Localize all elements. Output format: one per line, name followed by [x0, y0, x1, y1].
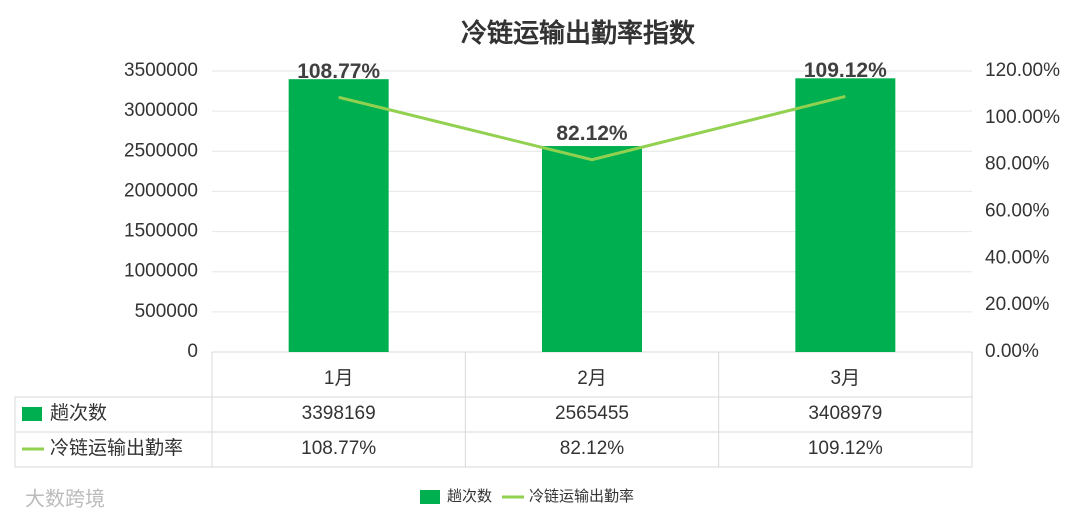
table-cell: 2565455	[555, 403, 629, 424]
y-tick-label: 2000000	[124, 180, 198, 201]
y2-tick-label: 80.00%	[985, 154, 1050, 175]
line	[338, 95, 846, 162]
data-label: 108.77%	[297, 60, 380, 83]
chart-title: 冷链运输出勤率指数	[461, 18, 696, 48]
y-tick-label: 3000000	[124, 100, 198, 121]
y-tick-label: 1000000	[124, 261, 198, 282]
data-label: 82.12%	[556, 122, 628, 145]
watermark: 大数跨境	[25, 487, 105, 510]
y-tick-label: 2500000	[124, 140, 198, 161]
table-cell: 3398169	[302, 403, 376, 424]
table-cell: 82.12%	[560, 438, 625, 459]
table-cell: 109.12%	[808, 438, 883, 459]
x-tick-label: 3月	[831, 368, 861, 389]
y2-tick-label: 40.00%	[985, 247, 1050, 268]
bar	[795, 78, 896, 353]
table-key	[22, 407, 42, 421]
y2-tick-label: 60.00%	[985, 201, 1050, 222]
y-tick-label: 3500000	[124, 60, 198, 81]
x-tick-label: 1月	[324, 368, 354, 389]
y2-tick-label: 20.00%	[985, 294, 1050, 315]
y-tick-label: 1500000	[124, 221, 198, 242]
table-cell: 3408979	[808, 403, 882, 424]
table-cell: 108.77%	[301, 438, 376, 459]
bar	[542, 146, 642, 352]
x-tick-label: 2月	[577, 368, 607, 389]
legend-label: 趟次数	[447, 488, 492, 505]
data-label: 109.12%	[804, 59, 887, 82]
bar	[288, 79, 389, 353]
y-tick-label: 0	[187, 341, 198, 362]
y2-tick-label: 120.00%	[985, 60, 1060, 81]
table-series-name: 趟次数	[50, 402, 107, 424]
y-tick-label: 500000	[135, 301, 198, 322]
legend-label: 冷链运输出勤率	[529, 488, 634, 505]
table-series-name: 冷链运输出勤率	[50, 437, 183, 459]
y2-tick-label: 0.00%	[985, 341, 1039, 362]
y2-tick-label: 100.00%	[985, 107, 1060, 128]
legend-key	[420, 490, 440, 504]
